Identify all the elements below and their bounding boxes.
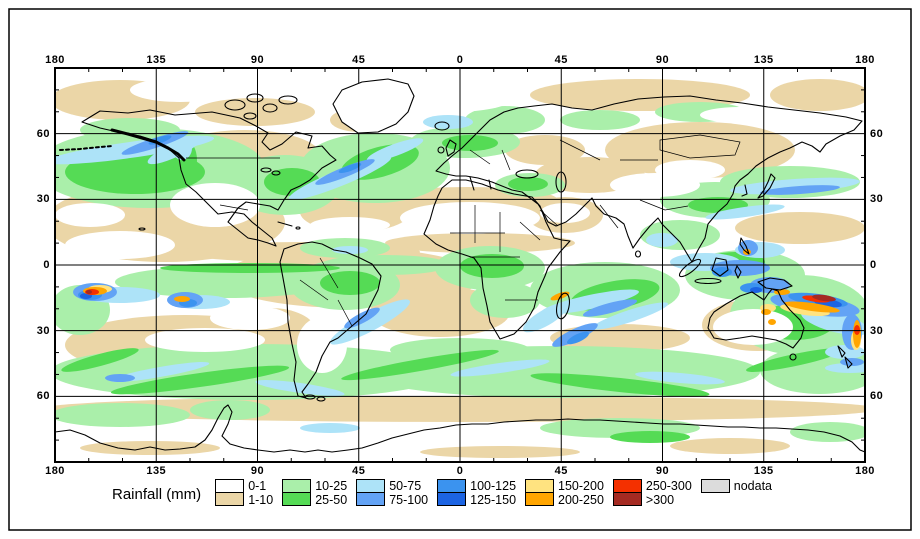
lon-label-bottom: 135: [146, 465, 167, 477]
legend-swatch: [215, 479, 245, 493]
legend-swatch: [700, 479, 730, 493]
lat-label-right: 30: [870, 193, 884, 206]
legend-range-label: 125-150: [470, 493, 517, 507]
coast-uk: [445, 139, 457, 157]
legend-range-label: 150-200: [558, 479, 604, 493]
legend-swatch: [215, 492, 245, 506]
lat-label-left: 0: [43, 259, 50, 271]
legend-pair: 50-75 75-100: [356, 479, 428, 507]
legend-pair: 250-300 >300: [612, 479, 692, 507]
lat-label-right: 30: [870, 324, 884, 337]
legend-range-label: 10-25: [315, 479, 348, 493]
legend-swatch: [612, 479, 642, 493]
lon-label-top: 180: [45, 54, 65, 66]
legend-swatch: [525, 492, 555, 506]
legend-range-label: 100-125: [470, 479, 517, 493]
coast-alaska-thick: [110, 128, 186, 162]
coast-eurasia: [435, 95, 863, 263]
legend-range-label: 200-250: [558, 493, 604, 507]
lat-label-right: 60: [870, 127, 884, 140]
legend-swatch: [356, 492, 386, 506]
lon-label-top: 45: [554, 54, 568, 66]
legend-range-label: >300: [645, 493, 675, 507]
rainfall-shading: [35, 78, 880, 466]
legend-range-label: 0-1: [248, 479, 267, 493]
legend-swatches: 0-1 1-10 10-25 25-50 50-75 75-100 100-125 125-1…: [215, 479, 781, 507]
lat-label-left: 30: [36, 193, 50, 206]
lon-label-bottom: 45: [554, 465, 568, 477]
legend-range-label: nodata: [733, 479, 772, 493]
legend-pair: 150-200 200-250: [525, 479, 604, 507]
lat-label-left: 30: [36, 324, 50, 337]
legend-pair: 0-1 1-10: [215, 479, 273, 507]
lon-label-bottom: 135: [753, 465, 774, 477]
country-borders: [186, 134, 741, 327]
legend-swatch: [437, 492, 467, 506]
legend-swatch: [282, 492, 312, 506]
coast-africa: [423, 179, 571, 340]
legend-pair: 10-25 25-50: [282, 479, 347, 507]
map-frame: [54, 67, 866, 463]
legend-pair: 100-125 125-150: [437, 479, 516, 507]
legend-range-label: 75-100: [389, 493, 429, 507]
legend-swatch: [356, 479, 386, 493]
lon-label-top: 45: [352, 54, 366, 66]
lon-label-top: 90: [250, 54, 265, 66]
lon-label-bottom: 90: [250, 465, 265, 477]
page-border: [8, 8, 912, 531]
legend-pair: nodata: [700, 479, 772, 507]
lon-label-top: 135: [146, 54, 167, 66]
legend-title: Rainfall (mm): [112, 486, 202, 503]
lon-label-bottom: 0: [456, 465, 464, 477]
legend-range-label: 1-10: [248, 493, 274, 507]
legend-swatch: [612, 492, 642, 506]
legend-swatch: [282, 479, 312, 493]
lat-label-right: 60: [870, 390, 884, 403]
lon-label-bottom: 180: [45, 465, 65, 477]
coast-australia: [707, 288, 805, 349]
coast-antarctica: [54, 404, 866, 453]
lon-label-top: 135: [753, 54, 774, 66]
coast-aleutians: [59, 145, 113, 151]
lon-label-top: 180: [855, 54, 875, 66]
legend-swatch: [437, 479, 467, 493]
legend-range-label: 25-50: [315, 493, 348, 507]
lon-label-bottom: 180: [855, 465, 875, 477]
graticule: [55, 68, 865, 462]
coast-south-america: [279, 241, 382, 399]
legend-range-label: 50-75: [389, 479, 422, 493]
lon-label-bottom: 90: [655, 465, 670, 477]
coast-greenland: [332, 78, 415, 134]
coast-japan: [757, 173, 776, 199]
coast-north-america: [81, 109, 337, 247]
legend-range-label: [734, 493, 772, 507]
lat-label-right: 0: [870, 259, 877, 271]
coastlines: [54, 78, 866, 453]
legend-swatch: [525, 479, 555, 493]
legend-range-label: 250-300: [645, 479, 692, 493]
coast-new-guinea: [757, 277, 793, 291]
lat-label-left: 60: [36, 390, 50, 403]
coast-new-zealand: [837, 345, 846, 358]
lon-label-top: 90: [655, 54, 670, 66]
lon-label-bottom: 45: [352, 465, 366, 477]
lat-label-left: 60: [36, 127, 50, 140]
lon-label-top: 0: [456, 54, 464, 66]
legend: Rainfall (mm) 0-1 1-10 10-25 25-50 50-75 75-1…: [112, 479, 781, 507]
